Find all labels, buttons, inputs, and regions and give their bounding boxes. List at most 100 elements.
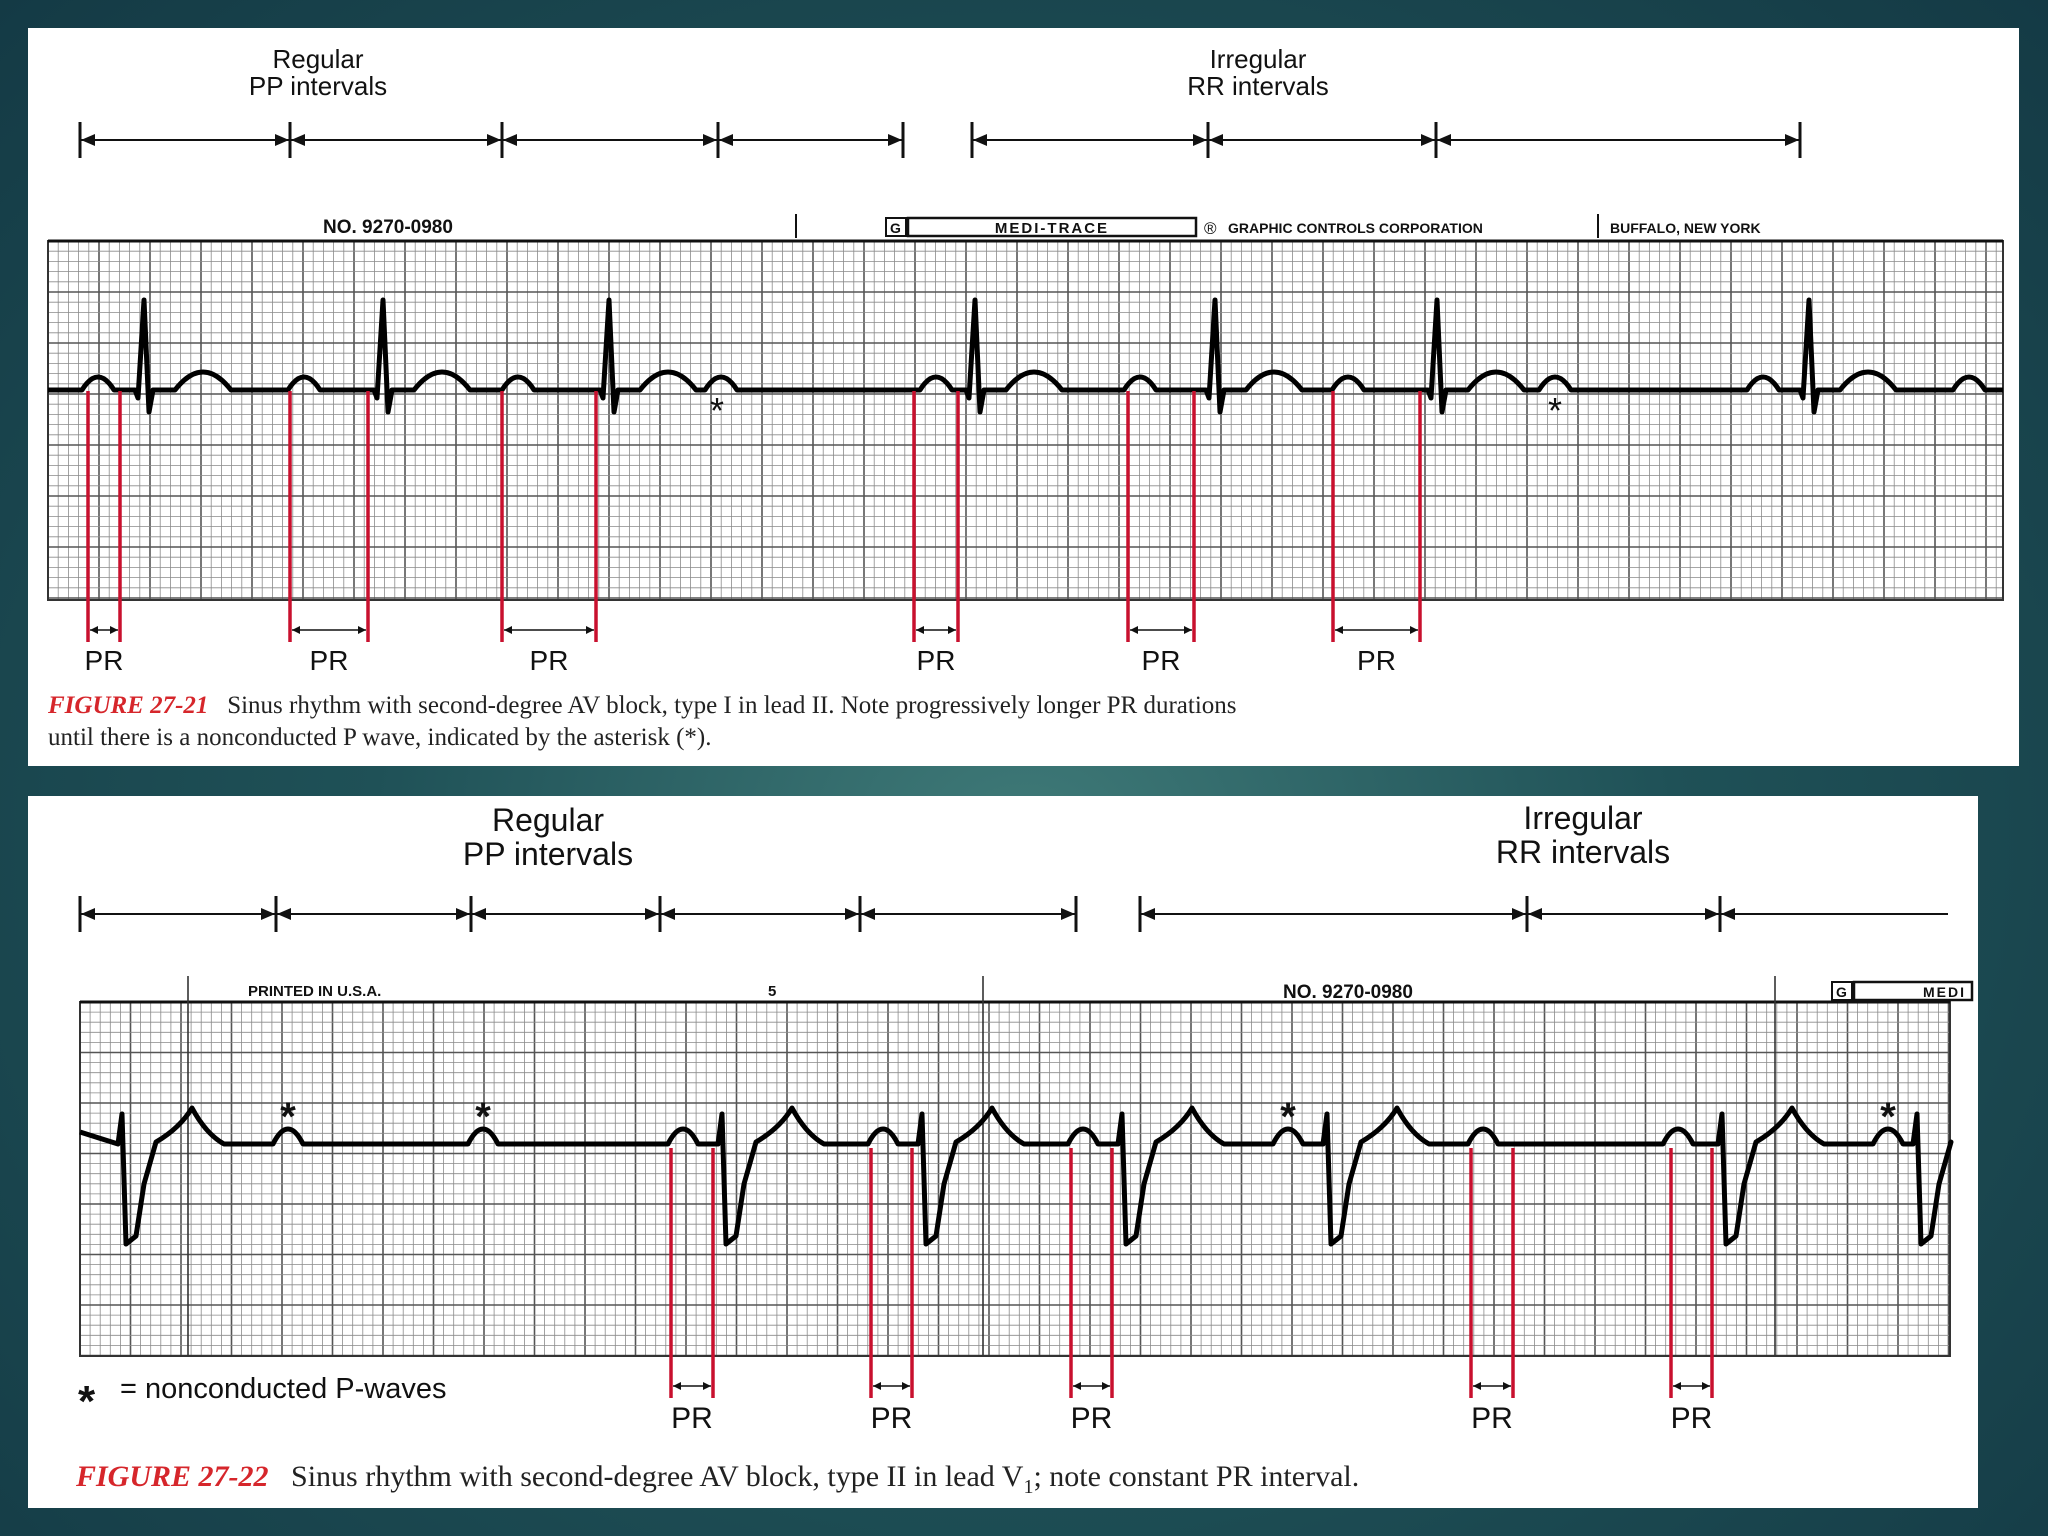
pr-label: PR bbox=[1671, 1402, 1713, 1435]
interval-arrow-head bbox=[888, 134, 902, 146]
interval-arrow-head bbox=[661, 908, 675, 920]
interval-arrow-head bbox=[1209, 134, 1223, 146]
caption-subscript: 1 bbox=[1023, 1476, 1034, 1498]
nonconducted-asterisk: * bbox=[475, 1095, 491, 1139]
interval-arrow-head bbox=[291, 134, 305, 146]
regular-label-line1: Regular bbox=[272, 44, 364, 74]
interval-arrow-head bbox=[973, 134, 987, 146]
interval-arrow-head bbox=[1785, 134, 1799, 146]
pr-label: PR bbox=[1071, 1402, 1113, 1435]
pr-marker-arrowhead bbox=[358, 626, 366, 634]
pr-marker-arrowhead bbox=[1503, 1382, 1511, 1390]
figure-label: FIGURE 27-21 bbox=[48, 692, 209, 719]
interval-arrow-head bbox=[645, 908, 659, 920]
interval-arrow-head bbox=[1528, 908, 1542, 920]
pr-marker-arrowhead bbox=[948, 626, 956, 634]
legend-text: = nonconducted P-waves bbox=[120, 1373, 446, 1405]
regular-label-line1: Regular bbox=[491, 802, 605, 838]
pr-label: PR bbox=[671, 1402, 713, 1435]
brand-name: MEDI-TRACE bbox=[995, 220, 1109, 237]
pr-marker-arrowhead bbox=[1184, 626, 1192, 634]
figure-label: FIGURE 27-22 bbox=[76, 1460, 269, 1493]
ecg-strip-type2: PRINTED IN U.S.A. 5 NO. 9270-0980 G MEDI… bbox=[78, 896, 1974, 1435]
irregular-label-line2: RR intervals bbox=[1495, 833, 1671, 870]
interval-arrows bbox=[78, 896, 1948, 932]
nonconducted-asterisk: * bbox=[280, 1095, 296, 1139]
interval-arrow-head bbox=[1061, 908, 1075, 920]
ecg-strip-type1: NO. 9270-0980 G MEDI-TRACE ® GRAPHIC CON… bbox=[47, 122, 2004, 676]
interval-arrow-head bbox=[472, 908, 486, 920]
interval-arrow-head bbox=[1421, 134, 1435, 146]
pr-label: PR bbox=[1357, 645, 1396, 676]
regular-pp-label: Regular PP intervals bbox=[398, 802, 698, 871]
interval-arrow-head bbox=[487, 134, 501, 146]
irregular-label-line1: Irregular bbox=[1523, 800, 1643, 836]
interval-arrow-head bbox=[277, 908, 291, 920]
registered-mark: ® bbox=[1204, 219, 1217, 238]
pr-marker-arrowhead bbox=[586, 626, 594, 634]
interval-arrow-head bbox=[861, 908, 875, 920]
pr-marker-arrowhead bbox=[504, 626, 512, 634]
printed-in-usa: PRINTED IN U.S.A. bbox=[248, 983, 381, 1000]
nonconducted-asterisk: * bbox=[710, 390, 724, 431]
nonconducted-asterisk: * bbox=[1880, 1095, 1896, 1139]
irregular-label-line1: Irregular bbox=[1209, 44, 1307, 74]
paper-number: NO. 9270-0980 bbox=[1283, 982, 1413, 1003]
interval-arrow-head bbox=[503, 134, 517, 146]
pr-label: PR bbox=[310, 645, 349, 676]
brand-box bbox=[1852, 980, 1974, 1002]
interval-arrow-head bbox=[275, 134, 289, 146]
brand-logo: G bbox=[890, 220, 901, 236]
nonconducted-asterisks: * * * * bbox=[280, 1095, 1896, 1139]
regular-label-line2: PP intervals bbox=[248, 71, 388, 102]
interval-arrow-head bbox=[703, 134, 717, 146]
interval-arrow-head bbox=[845, 908, 859, 920]
ecg-grid bbox=[79, 976, 1951, 1357]
interval-arrow-head bbox=[1141, 908, 1155, 920]
company-city: BUFFALO, NEW YORK bbox=[1610, 220, 1761, 236]
regular-pp-label: Regular PP intervals bbox=[188, 44, 448, 102]
pr-marker-arrowhead bbox=[1473, 1382, 1481, 1390]
interval-arrow-head bbox=[719, 134, 733, 146]
pr-marker-arrowhead bbox=[902, 1382, 910, 1390]
interval-arrow-head bbox=[1512, 908, 1526, 920]
page-number: 5 bbox=[768, 983, 776, 1000]
figure-caption-27-21: FIGURE 27-21 Sinus rhythm with second-de… bbox=[48, 692, 1237, 720]
ecg-waveform bbox=[48, 297, 2003, 415]
nonconducted-asterisk: * bbox=[1548, 390, 1562, 431]
irregular-label-line2: RR intervals bbox=[1187, 71, 1329, 102]
interval-arrow-head bbox=[1437, 134, 1451, 146]
ecg-trace bbox=[48, 297, 2003, 415]
caption-line1: Sinus rhythm with second-degree AV block… bbox=[227, 692, 1237, 719]
pr-labels: PR PR PR PR PR bbox=[671, 1402, 1712, 1435]
interval-arrow-head bbox=[261, 908, 275, 920]
pr-label: PR bbox=[917, 645, 956, 676]
brand-name: MEDI bbox=[1923, 984, 1966, 1000]
caption-line2: until there is a nonconducted P wave, in… bbox=[48, 724, 712, 751]
brand-logo-box bbox=[885, 217, 907, 237]
pr-label: PR bbox=[530, 645, 569, 676]
interval-arrow-head bbox=[1721, 908, 1735, 920]
pr-marker-arrowhead bbox=[873, 1382, 881, 1390]
pr-marker-arrowhead bbox=[1702, 1382, 1710, 1390]
interval-arrow-head bbox=[81, 908, 95, 920]
ecg-grid bbox=[47, 239, 2004, 601]
caption-main: Sinus rhythm with second-degree AV block… bbox=[291, 1460, 1024, 1493]
pr-labels: PR PR PR PR PR PR bbox=[85, 645, 1396, 676]
interval-arrows bbox=[78, 122, 1802, 158]
pr-marker-arrowhead bbox=[916, 626, 924, 634]
irregular-rr-label: Irregular RR intervals bbox=[1128, 44, 1388, 102]
pr-marker-arrowhead bbox=[1102, 1382, 1110, 1390]
interval-arrow-head bbox=[456, 908, 470, 920]
pr-marker-arrowhead bbox=[1673, 1382, 1681, 1390]
pr-markers bbox=[86, 391, 1422, 642]
figure-27-22-panel: PRINTED IN U.S.A. 5 NO. 9270-0980 G MEDI… bbox=[28, 796, 1978, 1508]
pr-marker-arrowhead bbox=[673, 1382, 681, 1390]
pr-label: PR bbox=[1471, 1402, 1513, 1435]
company-name: GRAPHIC CONTROLS CORPORATION bbox=[1228, 220, 1483, 236]
pr-marker-arrowhead bbox=[1410, 626, 1418, 634]
pr-marker-arrowhead bbox=[110, 626, 118, 634]
legend-asterisk: * bbox=[78, 1377, 96, 1426]
interval-arrow-head bbox=[1705, 908, 1719, 920]
irregular-rr-label: Irregular RR intervals bbox=[1433, 800, 1733, 870]
